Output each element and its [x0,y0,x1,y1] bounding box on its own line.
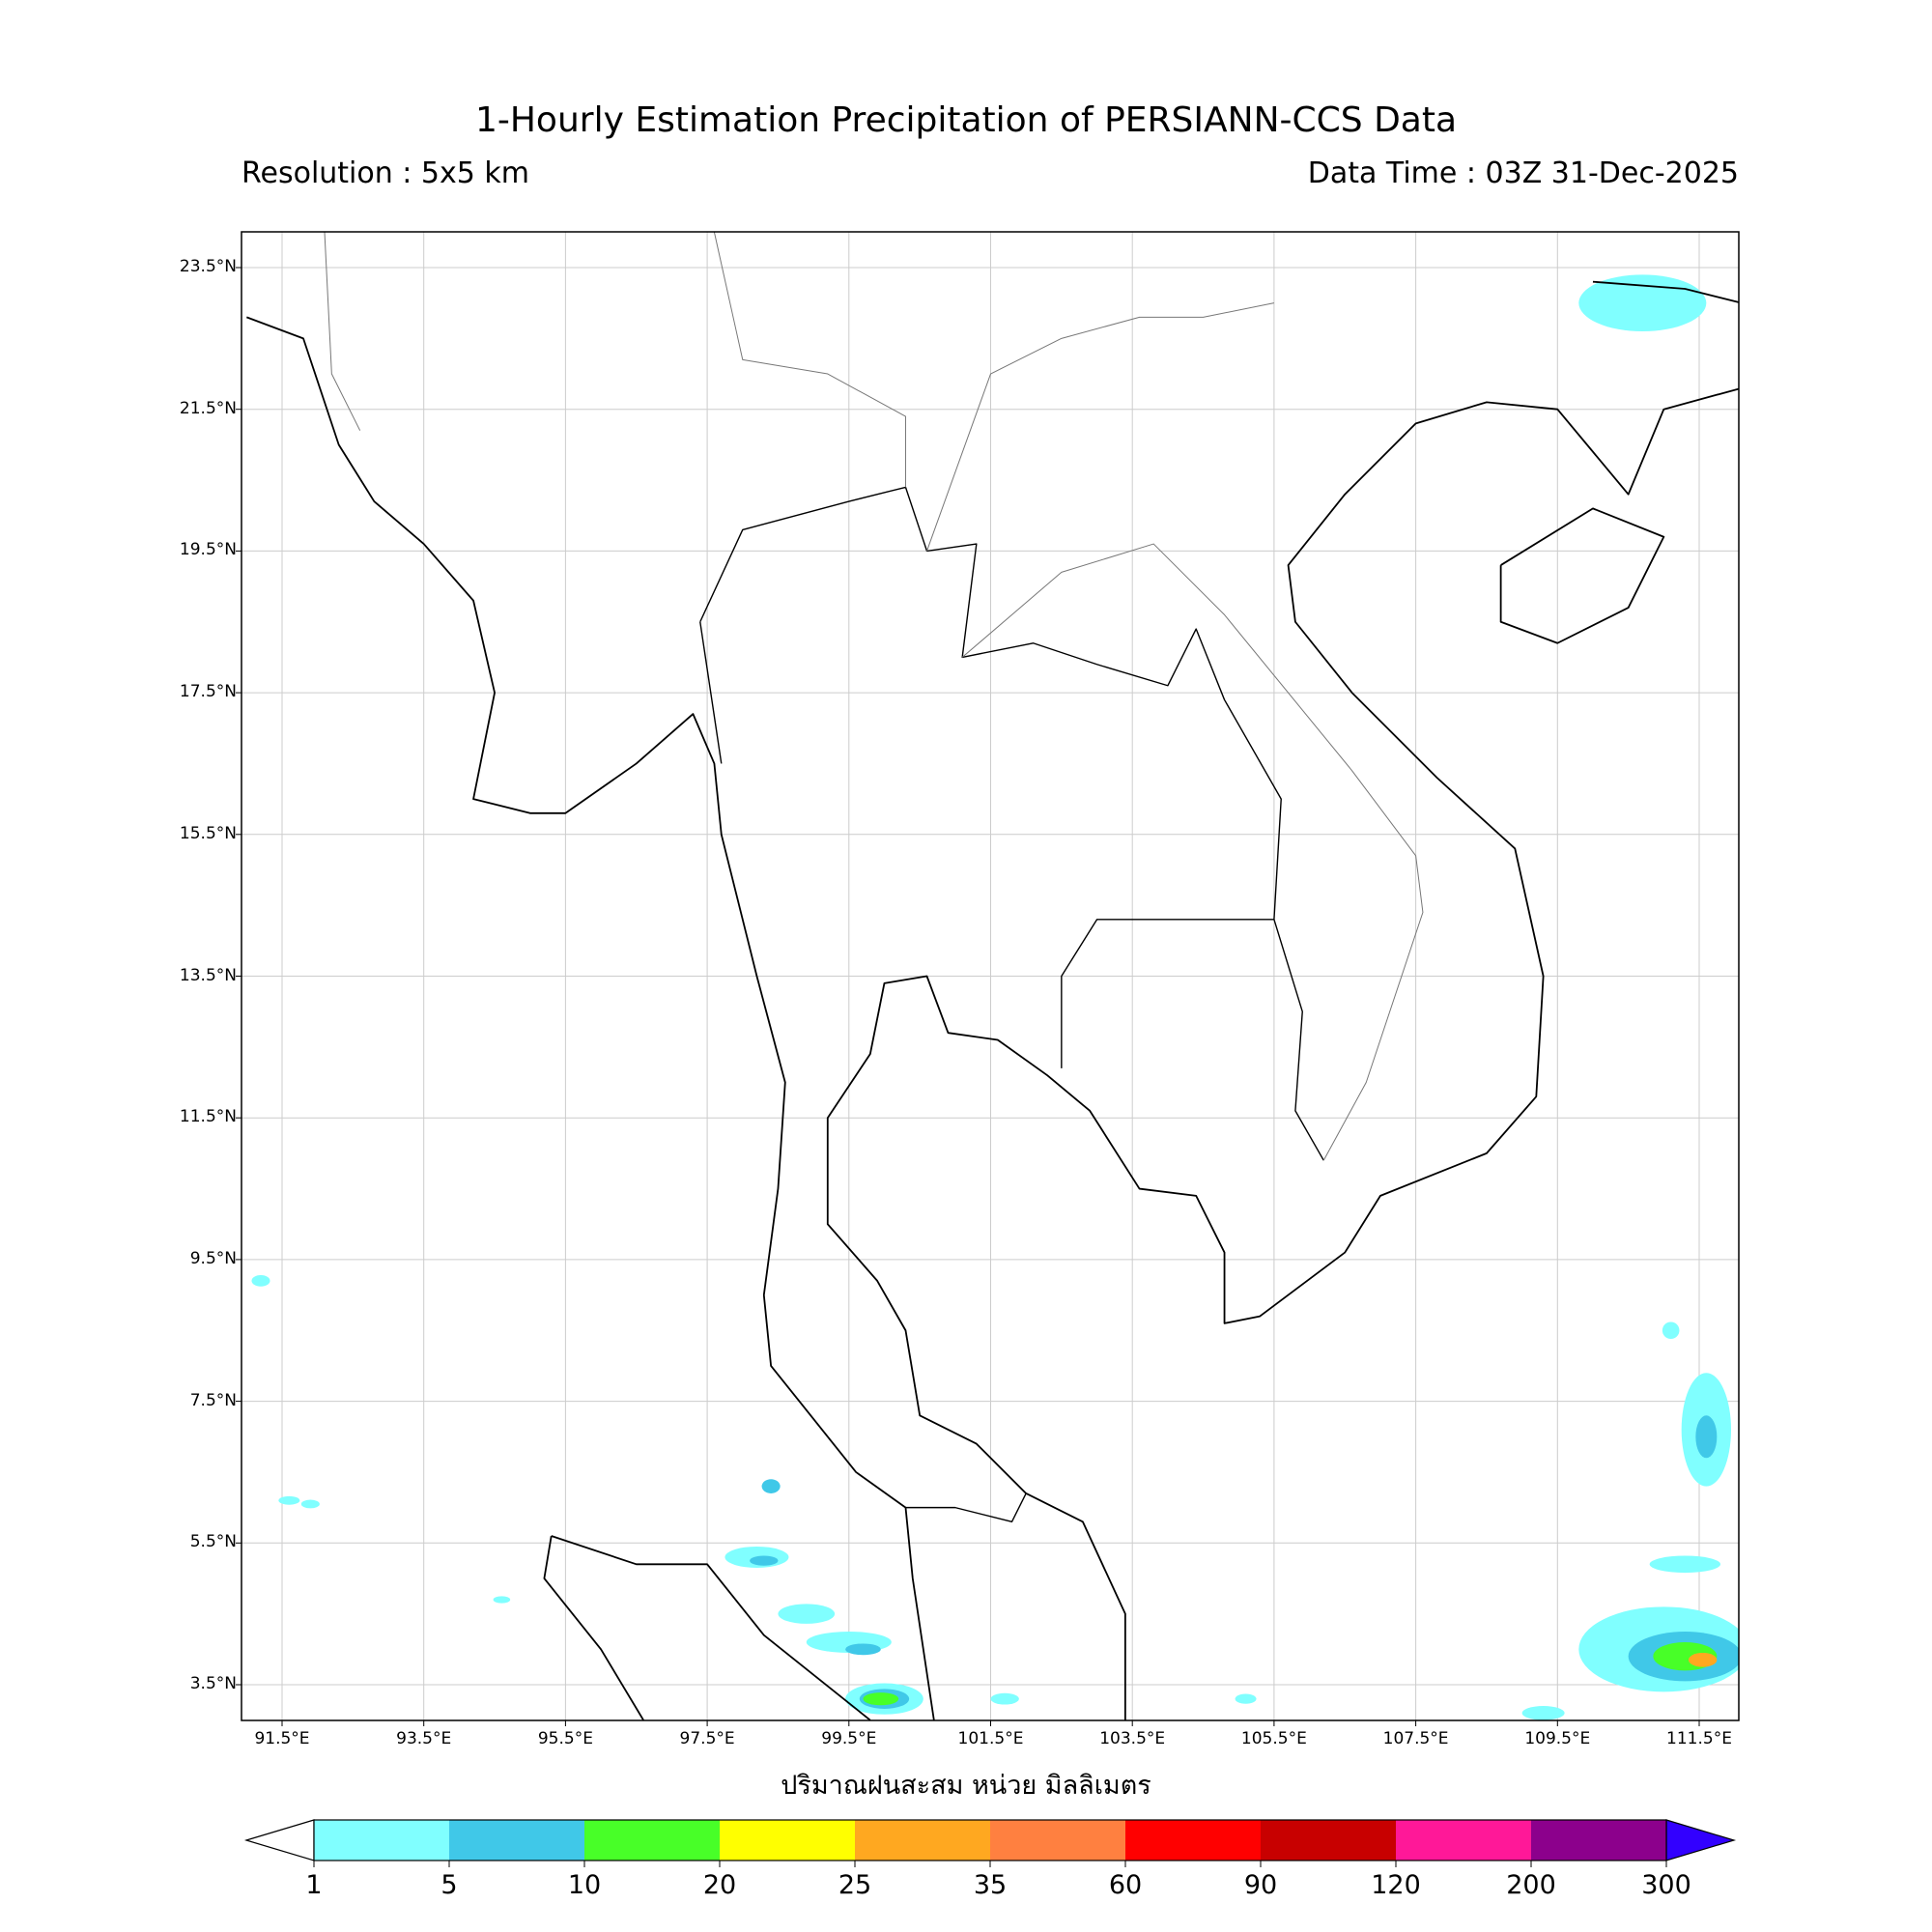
colorbar-label: 10 [567,1870,602,1900]
colorbar-over-triangle [1665,1819,1737,1861]
rain-cell [863,1692,899,1706]
coastline [713,232,906,488]
rain-cell [990,1692,1019,1705]
lat-tick-label: 5.5°N [189,1532,237,1552]
colorbar-segment [1396,1820,1532,1861]
colorbar-segment [314,1820,450,1861]
colorbar-segment [1531,1820,1667,1861]
resolution-label: Resolution : 5x5 km [242,156,529,190]
x-axis-label: ปริมาณฝนสะสม หน่วย มิลลิเมตร [781,1771,1151,1801]
lat-tick-label: 11.5°N [179,1107,237,1127]
lat-tick-label: 3.5°N [189,1674,237,1693]
lon-tick-label: 109.5°E [1524,1729,1591,1748]
rain-cell [1695,1415,1718,1459]
coastline [926,302,1274,552]
colorbar-segment [584,1820,721,1861]
lat-tick-label: 7.5°N [189,1390,237,1410]
colorbar-segment [855,1820,991,1861]
coastline [699,621,723,764]
lat-tick-label: 23.5°N [179,257,237,276]
colorbar-label: 20 [702,1870,737,1900]
rain-cell [778,1604,836,1624]
lon-tick-label: 107.5°E [1382,1729,1449,1748]
coastline [961,543,1424,1161]
colorbar-under-triangle [243,1819,315,1861]
coastlines [246,232,1739,1720]
colorbar-label: 90 [1243,1870,1278,1900]
lon-tick-label: 99.5°E [821,1729,877,1748]
coastline [543,1535,644,1720]
colorbar-label: 5 [440,1870,458,1900]
coastline [699,486,1282,1068]
rain-cell [761,1479,781,1493]
lat-tick-label: 15.5°N [179,823,237,843]
map-title: 1-Hourly Estimation Precipitation of PER… [474,100,1458,140]
colorbar-label: 200 [1506,1870,1556,1900]
colorbar-segment [449,1820,585,1861]
rain-cell [1649,1555,1721,1574]
lon-tick-label: 105.5°E [1240,1729,1307,1748]
lon-tick-label: 101.5°E [957,1729,1024,1748]
colorbar-label: 1 [305,1870,323,1900]
rain-cell [251,1275,270,1287]
rain-cell [1578,274,1707,332]
lon-tick-label: 95.5°E [537,1729,593,1748]
colorbar-segment [1261,1820,1397,1861]
lat-tick-label: 13.5°N [179,965,237,985]
coastline [905,1492,1027,1522]
colorbar-segment [1125,1820,1262,1861]
colorbar-label: 35 [973,1870,1008,1900]
rain-cell [1521,1706,1565,1720]
lat-tick-label: 17.5°N [179,682,237,702]
colorbar-label: 120 [1371,1870,1421,1900]
colorbar-label: 60 [1108,1870,1143,1900]
colorbar-segment [720,1820,856,1861]
coastline [324,232,361,431]
coastline [1499,507,1665,644]
coastline [1592,280,1739,303]
colorbar [243,1819,1737,1867]
gridlines [236,232,1739,1726]
coastline [246,316,935,1720]
lat-tick-label: 19.5°N [179,540,237,560]
rain-cell [750,1555,779,1566]
colorbar-label: 300 [1641,1870,1691,1900]
lon-tick-label: 91.5°E [254,1729,310,1748]
coastline [551,1535,871,1720]
coastline [1273,919,1324,1161]
rain-cell [1662,1321,1680,1340]
data-time-label: Data Time : 03Z 31-Dec-2025 [1307,156,1739,190]
rain-cells [251,274,1739,1720]
rain-cell [278,1495,300,1505]
rain-cell [1688,1652,1718,1667]
lon-tick-label: 93.5°E [396,1729,452,1748]
rain-cell [845,1643,881,1656]
rain-cell [1235,1693,1257,1704]
lat-tick-label: 21.5°N [179,398,237,418]
map-frame [241,231,1740,1721]
lon-tick-label: 97.5°E [679,1729,735,1748]
rain-cell [300,1499,320,1509]
rain-cell [493,1596,511,1604]
colorbar-segment [990,1820,1126,1861]
colorbar-label: 25 [838,1870,872,1900]
lon-tick-label: 103.5°E [1099,1729,1166,1748]
coastline [826,387,1739,1720]
lon-tick-label: 111.5°E [1666,1729,1732,1748]
lat-tick-label: 9.5°N [189,1248,237,1268]
